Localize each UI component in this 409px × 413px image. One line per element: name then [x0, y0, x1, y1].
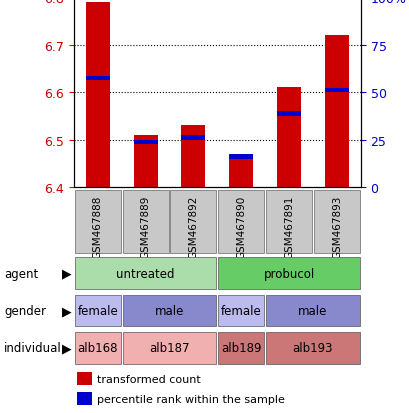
Text: GSM467892: GSM467892	[188, 195, 198, 258]
Bar	[229, 155, 252, 159]
Text: agent: agent	[4, 267, 38, 280]
Text: male: male	[155, 304, 184, 317]
Bar	[76, 392, 92, 405]
Text: alb168: alb168	[77, 342, 118, 354]
Text: gender: gender	[4, 304, 46, 317]
Bar	[85, 2, 109, 188]
Bar	[218, 295, 263, 327]
Bar	[133, 141, 157, 145]
Text: ▶: ▶	[61, 267, 71, 280]
Bar	[76, 373, 92, 385]
Text: GSM467889: GSM467889	[140, 195, 150, 258]
Bar	[74, 258, 216, 290]
Text: male: male	[298, 304, 327, 317]
Bar	[74, 332, 120, 364]
Text: alb189: alb189	[220, 342, 261, 354]
Bar	[324, 88, 348, 93]
Text: probucol: probucol	[263, 267, 314, 280]
Text: untreated: untreated	[116, 267, 174, 280]
Bar	[324, 36, 348, 188]
Bar	[265, 332, 359, 364]
Bar	[265, 295, 359, 327]
Bar	[122, 295, 216, 327]
Text: percentile rank within the sample: percentile rank within the sample	[97, 394, 284, 404]
Bar	[74, 295, 120, 327]
Text: female: female	[77, 304, 118, 317]
Bar	[74, 191, 120, 253]
Bar	[170, 191, 216, 253]
Bar	[181, 126, 205, 188]
Bar	[181, 136, 205, 140]
Text: female: female	[220, 304, 261, 317]
Bar	[276, 88, 300, 188]
Bar	[276, 112, 300, 116]
Text: individual: individual	[4, 342, 62, 354]
Text: alb187: alb187	[149, 342, 189, 354]
Bar	[229, 159, 252, 188]
Bar	[313, 191, 359, 253]
Text: transformed count: transformed count	[97, 374, 200, 384]
Bar	[218, 332, 263, 364]
Text: GSM467888: GSM467888	[92, 195, 103, 258]
Bar	[85, 76, 109, 81]
Bar	[265, 191, 311, 253]
Bar	[122, 332, 216, 364]
Text: ▶: ▶	[61, 304, 71, 317]
Text: alb193: alb193	[292, 342, 333, 354]
Bar	[133, 136, 157, 188]
Text: GSM467893: GSM467893	[331, 195, 341, 258]
Bar	[218, 258, 359, 290]
Text: GSM467891: GSM467891	[283, 195, 293, 258]
Bar	[218, 191, 263, 253]
Bar	[122, 191, 168, 253]
Text: ▶: ▶	[61, 342, 71, 354]
Text: GSM467890: GSM467890	[236, 195, 246, 258]
